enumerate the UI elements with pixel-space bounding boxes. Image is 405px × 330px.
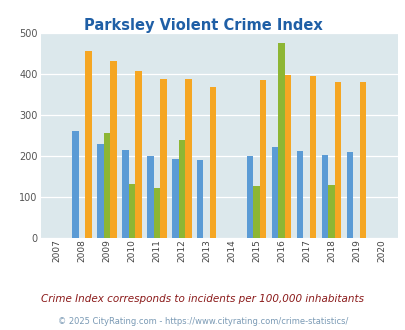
Bar: [321, 154, 328, 238]
Bar: [309, 76, 315, 238]
Bar: [178, 140, 185, 238]
Bar: [209, 87, 216, 238]
Text: © 2025 CityRating.com - https://www.cityrating.com/crime-statistics/: © 2025 CityRating.com - https://www.city…: [58, 317, 347, 326]
Legend: Parksley, Virginia, National: Parksley, Virginia, National: [95, 329, 342, 330]
Bar: [253, 186, 259, 238]
Bar: [128, 184, 135, 238]
Bar: [346, 152, 352, 238]
Bar: [259, 81, 266, 238]
Bar: [328, 185, 334, 238]
Bar: [185, 79, 191, 238]
Bar: [359, 82, 365, 238]
Bar: [296, 151, 303, 238]
Bar: [271, 147, 278, 238]
Bar: [147, 156, 153, 238]
Bar: [278, 43, 284, 238]
Text: Crime Index corresponds to incidents per 100,000 inhabitants: Crime Index corresponds to incidents per…: [41, 294, 364, 304]
Bar: [72, 131, 79, 238]
Bar: [122, 149, 128, 238]
Bar: [103, 133, 110, 238]
Bar: [110, 61, 116, 238]
Bar: [334, 82, 341, 238]
Text: Parksley Violent Crime Index: Parksley Violent Crime Index: [83, 18, 322, 33]
Bar: [160, 79, 166, 238]
Bar: [246, 156, 253, 238]
Bar: [196, 160, 203, 238]
Bar: [85, 51, 92, 238]
Bar: [97, 144, 103, 238]
Bar: [153, 188, 160, 238]
Bar: [135, 72, 141, 238]
Bar: [284, 75, 291, 238]
Bar: [172, 159, 178, 238]
